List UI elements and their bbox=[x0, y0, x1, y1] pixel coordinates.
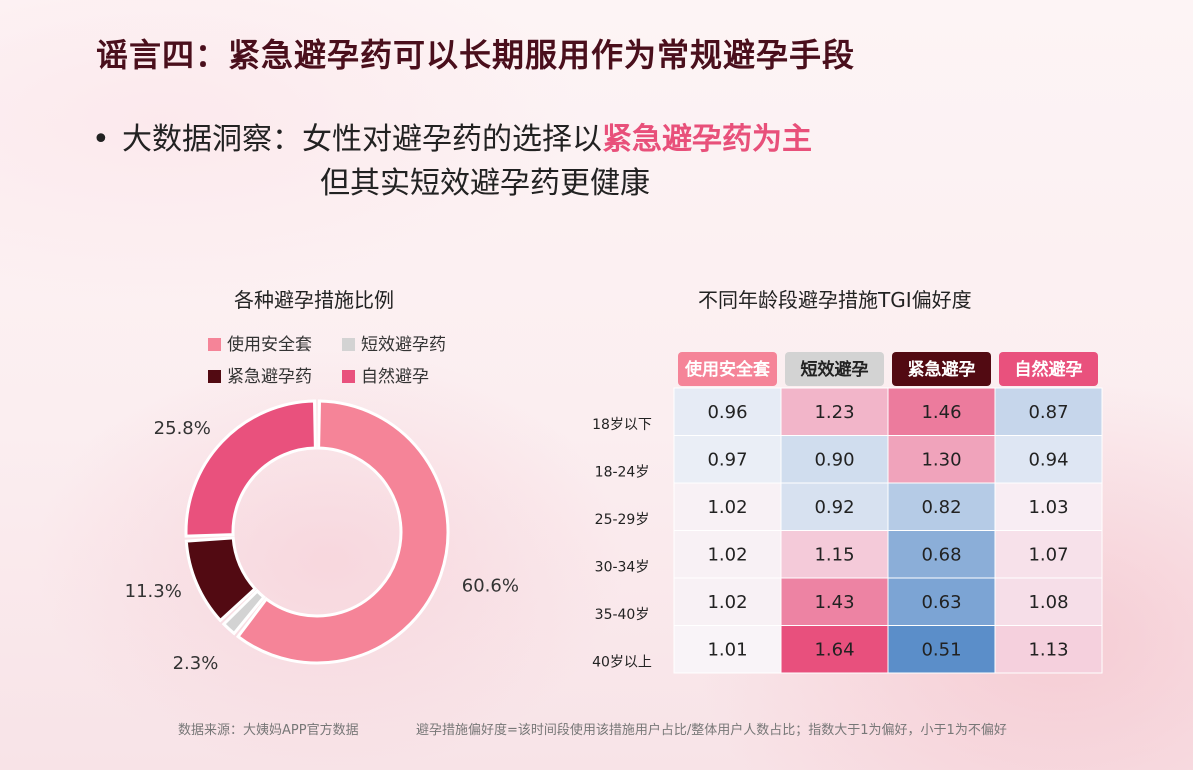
heatmap-value: 0.51 bbox=[921, 639, 961, 660]
heatmap-cell bbox=[673, 435, 782, 484]
pie-chart-title: 各种避孕措施比例 bbox=[234, 288, 394, 312]
heatmap-cell bbox=[887, 625, 996, 674]
heatmap-value: 1.46 bbox=[921, 402, 961, 423]
legend-item-natural: 自然避孕 bbox=[342, 362, 429, 387]
row-label: 40岁以上 bbox=[592, 654, 652, 670]
heatmap-value: 0.97 bbox=[707, 449, 747, 470]
bullet: • bbox=[92, 122, 110, 157]
row-label: 25-29岁 bbox=[595, 512, 650, 528]
heatmap-value: 0.82 bbox=[921, 497, 961, 518]
pie-value-label: 2.3% bbox=[173, 653, 219, 674]
col-header-condom bbox=[678, 352, 777, 386]
heatmap-value: 1.07 bbox=[1028, 544, 1068, 565]
heatmap-value: 1.02 bbox=[707, 497, 747, 518]
legend-item-emergency-pill: 紧急避孕药 bbox=[208, 362, 312, 387]
heatmap-value: 1.02 bbox=[707, 592, 747, 613]
legend-label: 紧急避孕药 bbox=[227, 367, 312, 387]
heatmap-cell bbox=[887, 530, 996, 579]
slice-condom bbox=[235, 399, 450, 665]
heatmap-cell bbox=[673, 482, 782, 531]
heatmap-value: 1.30 bbox=[921, 449, 961, 470]
heatmap-value: 0.96 bbox=[707, 402, 747, 423]
heatmap-value: 0.63 bbox=[921, 592, 961, 613]
footer-source: 数据来源：大姨妈APP官方数据 bbox=[178, 723, 359, 738]
heatmap-cell bbox=[780, 387, 889, 436]
heatmap-cell bbox=[780, 577, 889, 626]
legend-label: 自然避孕 bbox=[361, 367, 429, 387]
heatmap-cell bbox=[994, 435, 1103, 484]
legend-label: 使用安全套 bbox=[227, 335, 312, 355]
legend-swatch-condom bbox=[208, 338, 221, 351]
heatmap-cell bbox=[673, 625, 782, 674]
col-header-label: 短效避孕 bbox=[801, 359, 869, 380]
slice-short-pill bbox=[221, 588, 266, 636]
heatmap-title: 不同年龄段避孕措施TGI偏好度 bbox=[698, 288, 972, 312]
heatmap-value: 0.87 bbox=[1028, 402, 1068, 423]
row-label: 30-34岁 bbox=[595, 559, 650, 575]
heatmap-cell bbox=[887, 482, 996, 531]
pie-value-label: 25.8% bbox=[154, 418, 211, 439]
col-header-emergency-pill bbox=[892, 352, 991, 386]
insight-prefix: 大数据洞察：女性对避孕药的选择以 bbox=[122, 122, 602, 157]
heatmap-value: 0.92 bbox=[814, 497, 854, 518]
heatmap-value: 0.94 bbox=[1028, 449, 1068, 470]
heatmap-cell bbox=[887, 387, 996, 436]
slice-natural bbox=[184, 399, 317, 538]
heatmap-cell bbox=[673, 387, 782, 436]
heatmap-value: 1.64 bbox=[814, 639, 854, 660]
heatmap-value: 0.90 bbox=[814, 449, 854, 470]
heatmap-value: 1.13 bbox=[1028, 639, 1068, 660]
col-header-label: 紧急避孕 bbox=[908, 359, 976, 380]
heatmap-value: 1.08 bbox=[1028, 592, 1068, 613]
heatmap-value: 1.23 bbox=[814, 402, 854, 423]
legend-swatch-short-pill bbox=[342, 338, 355, 351]
col-header-short-pill bbox=[785, 352, 884, 386]
slide-title: 谣言四：紧急避孕药可以长期服用作为常规避孕手段 bbox=[96, 36, 856, 74]
slice-emergency-pill bbox=[184, 536, 258, 623]
insight-line2: 但其实短效避孕药更健康 bbox=[320, 166, 650, 201]
legend-item-short-pill: 短效避孕药 bbox=[342, 330, 446, 355]
heatmap-cell bbox=[887, 577, 996, 626]
heatmap-value: 0.68 bbox=[921, 544, 961, 565]
insight-highlight: 紧急避孕药为主 bbox=[602, 122, 812, 157]
col-header-label: 自然避孕 bbox=[1015, 359, 1083, 380]
legend-swatch-emergency-pill bbox=[208, 370, 221, 383]
legend-label: 短效避孕药 bbox=[361, 335, 446, 355]
legend-swatch-natural bbox=[342, 370, 355, 383]
col-header-label: 使用安全套 bbox=[684, 359, 771, 380]
heatmap-cell bbox=[994, 482, 1103, 531]
heatmap-cell bbox=[780, 482, 889, 531]
heatmap-cell bbox=[780, 530, 889, 579]
heatmap-value: 1.03 bbox=[1028, 497, 1068, 518]
heatmap-cell bbox=[780, 435, 889, 484]
row-label: 18岁以下 bbox=[592, 417, 652, 433]
insight-text: • 大数据洞察：女性对避孕药的选择以紧急避孕药为主 但其实短效避孕药更健康 bbox=[92, 118, 812, 201]
row-label: 35-40岁 bbox=[595, 607, 650, 623]
legend-item-condom: 使用安全套 bbox=[208, 330, 312, 355]
heatmap-value: 1.15 bbox=[814, 544, 854, 565]
pie-value-label: 60.6% bbox=[462, 575, 519, 596]
pie-value-label: 11.3% bbox=[125, 581, 182, 602]
heatmap-cell bbox=[994, 625, 1103, 674]
row-label: 18-24岁 bbox=[595, 464, 650, 480]
heatmap-value: 1.43 bbox=[814, 592, 854, 613]
heatmap-cell bbox=[994, 387, 1103, 436]
heatmap-value: 1.02 bbox=[707, 544, 747, 565]
col-header-natural bbox=[999, 352, 1098, 386]
footer-note: 避孕措施偏好度=该时间段使用该措施用户占比/整体用户人数占比；指数大于1为偏好，… bbox=[416, 723, 1007, 738]
heatmap-value: 1.01 bbox=[707, 639, 747, 660]
